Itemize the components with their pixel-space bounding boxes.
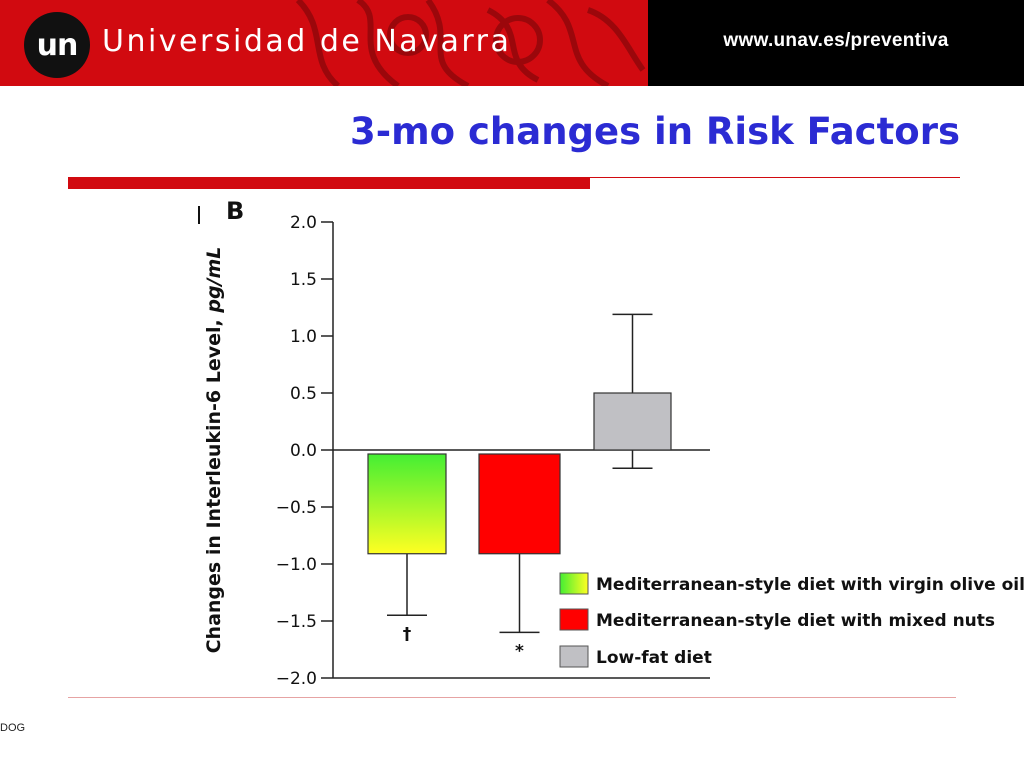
y-tick-label: 1.5 — [290, 270, 317, 290]
y-tick-label: −0.5 — [276, 498, 317, 518]
legend-label: Low-fat diet — [596, 648, 712, 668]
slide-title: 3-mo changes in Risk Factors — [350, 110, 960, 153]
legend-swatch — [559, 645, 589, 668]
y-axis-label-quantity: Changes in Interleukin-6 Level, — [203, 313, 225, 654]
header-banner: un Universidad de Navarra www.unav.es/pr… — [0, 0, 1024, 86]
bar — [593, 392, 672, 451]
bars: †* — [367, 313, 672, 661]
y-tick-label: 2.0 — [290, 213, 317, 233]
y-tick-label: −1.0 — [276, 555, 317, 575]
y-tick-label: 0.5 — [290, 384, 317, 404]
panel-label: B — [226, 197, 244, 225]
bar — [367, 453, 447, 555]
y-axis-label-unit: pg/mL — [203, 247, 225, 314]
title-underline-thick — [68, 177, 590, 189]
legend-label: Mediterranean-style diet with mixed nuts — [596, 611, 995, 631]
title-underline-thin — [590, 177, 960, 178]
bar — [478, 453, 561, 555]
y-tick-label: −1.5 — [276, 612, 317, 632]
brand-bar: un Universidad de Navarra — [0, 0, 648, 86]
university-name: Universidad de Navarra — [102, 24, 512, 59]
legend-swatch — [559, 572, 589, 595]
legend-swatch — [559, 608, 589, 631]
url-bar — [648, 0, 1024, 86]
y-tick-label: 0.0 — [290, 441, 317, 461]
significance-marker: † — [403, 624, 412, 644]
y-tick-label: −2.0 — [276, 669, 317, 689]
university-logo[interactable]: un — [24, 12, 90, 78]
bottom-rule — [68, 697, 956, 698]
decorative-pattern — [295, 0, 646, 86]
legend: Mediterranean-style diet with virgin oli… — [559, 572, 1024, 668]
website-link[interactable]: www.unav.es/preventiva — [723, 30, 949, 51]
y-axis: 2.0 1.5 1.0 0.5 0.0 −0.5 −1.0 −1.5 −2.0 — [276, 213, 710, 689]
y-axis-label: Changes in Interleukin-6 Level, pg/mL — [203, 247, 225, 654]
significance-marker: * — [515, 641, 524, 661]
legend-label: Mediterranean-style diet with virgin oli… — [596, 575, 1024, 595]
y-tick-label: 1.0 — [290, 327, 317, 347]
footer-label: DOG — [0, 722, 26, 734]
